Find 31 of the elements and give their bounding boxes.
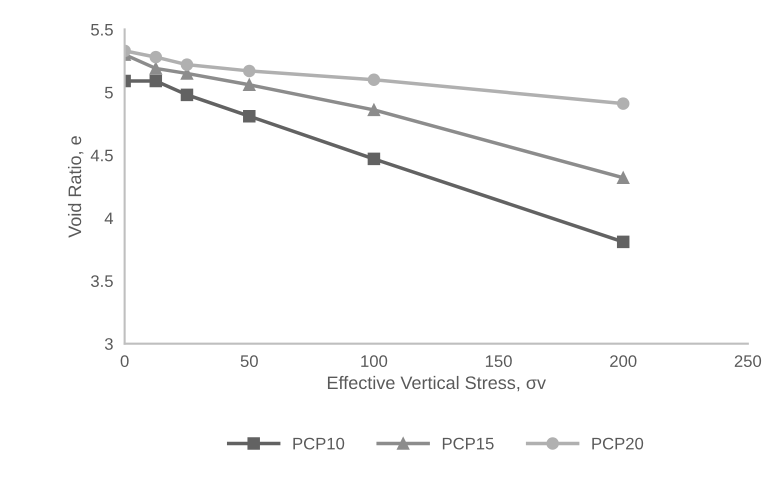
x-tick-label: 0 — [120, 355, 129, 368]
y-tick-label: 5.5 — [91, 24, 113, 36]
point — [150, 62, 162, 75]
point — [616, 236, 630, 248]
y-tick-label: 3.5 — [91, 275, 113, 288]
point — [180, 88, 194, 102]
point — [243, 78, 256, 92]
x-tick-label: 50 — [240, 355, 258, 368]
point — [243, 64, 256, 78]
y-tick-label: 3 — [104, 338, 113, 350]
point — [150, 74, 162, 88]
y-tick-label: 5 — [104, 86, 113, 99]
y-axis-title: Void Ratio, e — [68, 136, 84, 238]
point — [150, 50, 162, 64]
point — [616, 97, 630, 110]
y-tick-label: 4 — [104, 212, 114, 224]
point — [243, 110, 256, 122]
x-tick-label: 250 — [734, 355, 762, 368]
x-axis-title: Effective Vertical Stress, σv — [328, 376, 546, 392]
y-tick-label: 4.5 — [90, 150, 113, 162]
legend-label: PCP20 — [592, 438, 644, 450]
x-tick-label: 150 — [486, 355, 512, 368]
x-tick-label: 100 — [361, 355, 388, 368]
point — [616, 172, 630, 184]
point — [368, 73, 380, 86]
point — [368, 152, 380, 166]
point — [368, 104, 380, 116]
legend-label: PCP10 — [293, 438, 344, 450]
legend-label: PCP15 — [442, 438, 494, 450]
x-tick-label: 200 — [610, 355, 636, 368]
point — [180, 58, 194, 71]
